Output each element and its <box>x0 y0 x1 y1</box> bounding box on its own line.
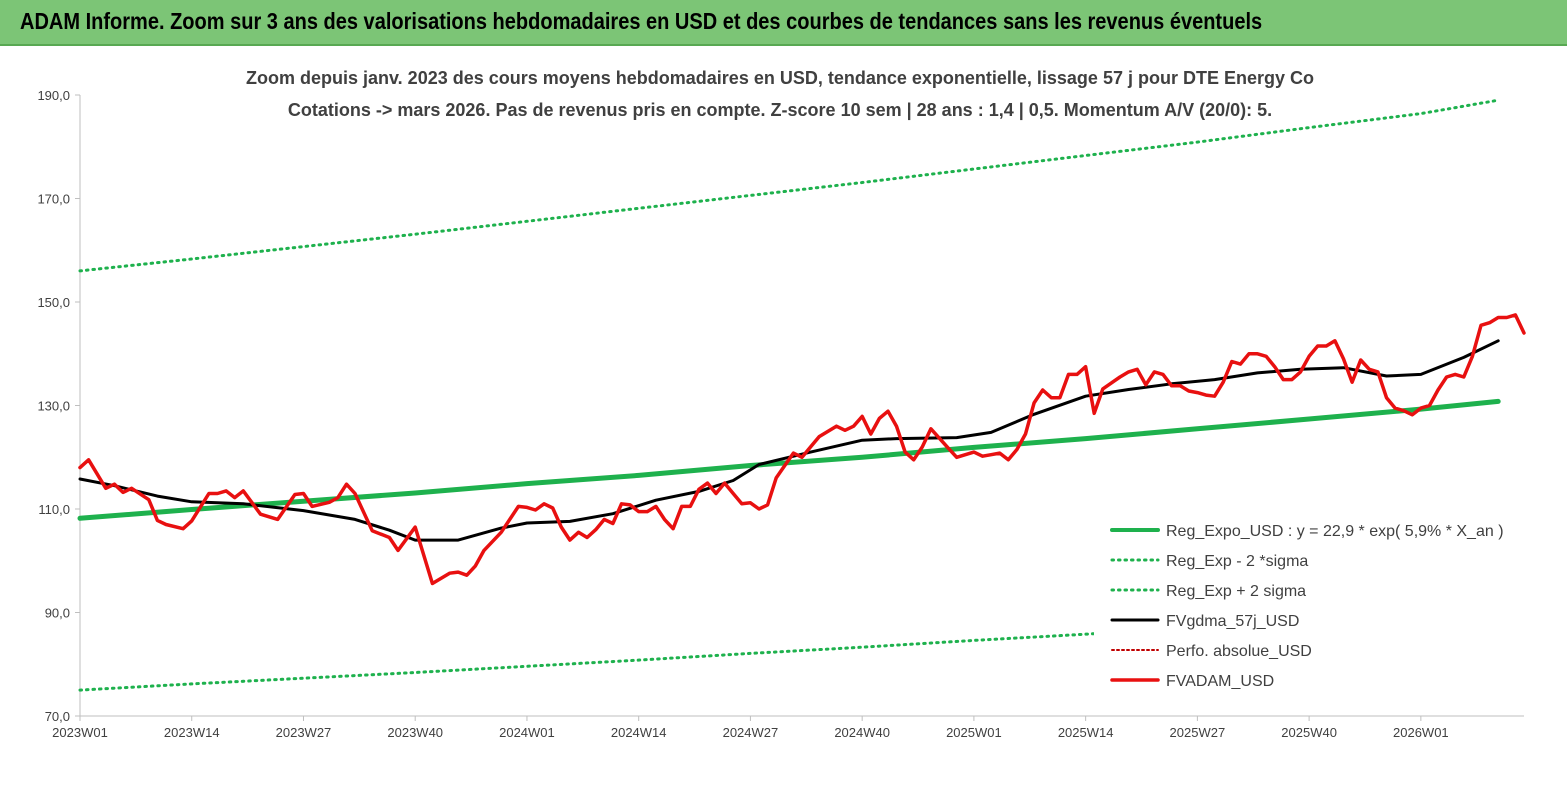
x-tick-label: 2026W01 <box>1393 725 1449 740</box>
x-tick-label: 2024W27 <box>723 725 779 740</box>
x-axis-ticks: 2023W01 2023W14 2023W27 2023W40 2024W01 2024W… <box>52 716 1449 740</box>
x-tick-label: 2025W01 <box>946 725 1002 740</box>
y-tick-label: 170,0 <box>37 192 70 207</box>
legend-label: Reg_Exp - 2 *sigma <box>1166 553 1308 570</box>
x-tick-label: 2025W14 <box>1058 725 1114 740</box>
smoothed-line <box>78 339 1500 542</box>
x-tick-label: 2023W40 <box>387 725 443 740</box>
x-tick-label: 2023W01 <box>52 725 108 740</box>
x-tick-label: 2023W27 <box>276 725 332 740</box>
chart: Zoom depuis janv. 2023 des cours moyens … <box>37 68 1526 740</box>
legend-label: Perfo. absolue_USD <box>1166 643 1312 660</box>
y-tick-label: 70,0 <box>45 709 70 724</box>
legend-box <box>1094 510 1524 702</box>
x-tick-label: 2023W14 <box>164 725 220 740</box>
y-tick-label: 190,0 <box>37 88 70 103</box>
y-tick-label: 110,0 <box>38 502 70 517</box>
y-tick-label: 130,0 <box>37 399 70 414</box>
y-tick-label: 90,0 <box>45 606 70 621</box>
chart-title: Zoom depuis janv. 2023 des cours moyens … <box>246 68 1314 88</box>
x-tick-label: 2024W01 <box>499 725 555 740</box>
lower-band-line <box>78 606 1500 692</box>
x-tick-label: 2025W40 <box>1281 725 1337 740</box>
legend-label: Reg_Exp + 2 sigma <box>1166 583 1306 600</box>
y-tick-label: 150,0 <box>37 295 70 310</box>
legend: Reg_Expo_USD : y = 22,9 * exp( 5,9% * X_… <box>1110 523 1504 690</box>
price-line <box>78 313 1526 586</box>
series-lines <box>77 98 1526 692</box>
x-tick-label: 2024W40 <box>834 725 890 740</box>
x-tick-label: 2025W27 <box>1170 725 1226 740</box>
upper-band-line <box>78 98 1500 273</box>
legend-label: Reg_Expo_USD : y = 22,9 * exp( 5,9% * X_… <box>1166 523 1504 540</box>
trend-line <box>77 398 1501 521</box>
page-title: ADAM Informe. Zoom sur 3 ans des valoris… <box>20 8 1263 34</box>
header-bar: ADAM Informe. Zoom sur 3 ans des valoris… <box>0 0 1567 46</box>
legend-label: FVgdma_57j_USD <box>1166 613 1299 630</box>
chart-subtitle: Cotations -> mars 2026. Pas de revenus p… <box>288 100 1272 120</box>
y-axis-ticks: 70,0 90,0 110,0 130,0 150,0 170,0 190,0 <box>37 88 80 724</box>
x-tick-label: 2024W14 <box>611 725 667 740</box>
legend-label: FVADAM_USD <box>1166 673 1274 690</box>
